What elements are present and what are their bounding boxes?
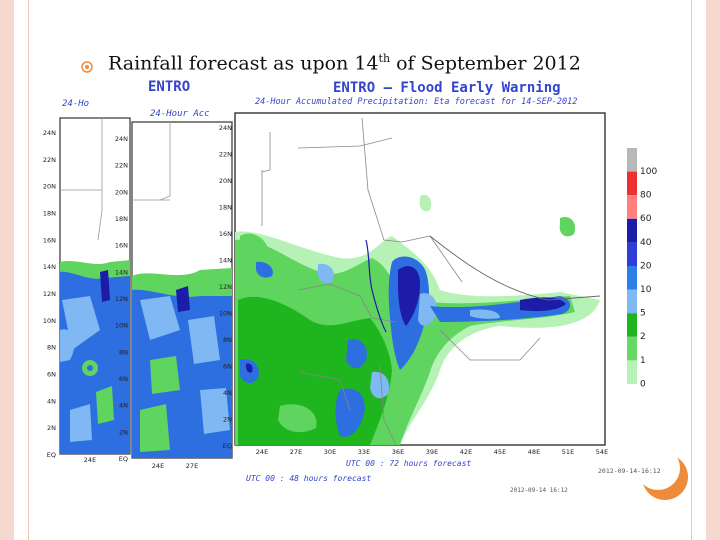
legend-swatch [627, 313, 637, 337]
map-front-footer: UTC 00 : 72 hours forecast [346, 459, 471, 468]
decorative-circle-inner [636, 446, 680, 490]
map-back-footer: UTC 00 : 48 hours forecast [246, 474, 371, 483]
legend-label: 40 [640, 238, 652, 248]
map-back-2-lon-tick: 24E [84, 456, 96, 464]
map-front-lon-tick: 42E [460, 448, 472, 456]
map-back-1-lat-tick: 14N [115, 268, 128, 276]
map-back-1-lat-tick: 24N [115, 135, 128, 143]
legend-label: 0 [640, 379, 646, 389]
map-back-1-lat-tick: 8N [119, 348, 128, 356]
map-front-lon-axis: 24E 27E 30E 33E 36E 39E 42E 45E 48E 51E 54E [256, 448, 608, 456]
legend-swatch [627, 266, 637, 290]
legend-swatch [627, 360, 637, 384]
map-back-1-lat-tick: 2N [119, 428, 128, 436]
map-back-1-lat-tick: 20N [115, 188, 128, 196]
map-front-lat-tick: 2N [223, 416, 232, 424]
map-back-date-stamp: 2012-09-14 16:12 [510, 487, 568, 494]
map-front-lat-tick: 20N [219, 177, 232, 185]
map-back-1-lon-tick: 27E [186, 462, 198, 470]
map-front-lon-tick: 51E [562, 448, 574, 456]
map-front-lat-tick: 10N [219, 310, 232, 318]
legend-swatch [627, 218, 637, 243]
slide-border-right [706, 0, 720, 540]
forecast-map-back-2: 24-Ho 24N 22N 20N 18N 16N 14N 12N 10N 8N 6N 4N 2N EQ… [43, 99, 131, 464]
map-front-lat-tick: 4N [223, 389, 232, 397]
map-back-2-lat-tick: 4N [47, 397, 56, 405]
map-front-lon-tick: 27E [290, 448, 302, 456]
legend-label: 2 [640, 332, 646, 342]
map-back-2-lat-tick: 22N [43, 156, 56, 164]
map-back-1-lat-tick: 18N [115, 215, 128, 223]
map-back-2-lat-tick: 2N [47, 424, 56, 432]
map-back-2-lat-tick: 18N [43, 210, 56, 218]
legend-label: 5 [640, 309, 646, 319]
map-back-2-lat-tick: 10N [43, 317, 56, 325]
legend-swatch [627, 336, 637, 361]
map-front-date-stamp: 2012-09-14-16:12 [598, 467, 661, 475]
map-front-lon-tick: 30E [324, 448, 336, 456]
map-back-2-subtitle: 24-Ho [62, 99, 89, 109]
map-front-subtitle: 24-Hour Accumulated Precipitation: Eta f… [255, 97, 577, 107]
map-front-lon-tick: 36E [392, 448, 404, 456]
slide-frame [28, 0, 692, 540]
map-back-2-lat-tick: 16N [43, 236, 56, 244]
map-front-lat-tick: EQ [223, 442, 232, 450]
legend-swatch [627, 289, 637, 314]
map-front-lat-tick: 8N [223, 336, 232, 344]
legend-label: 60 [640, 214, 652, 224]
map-front-lat-axis: 24N 22N 20N 18N 16N 14N 12N 10N 8N 6N 4N 2N EQ [219, 124, 232, 450]
map-back-1-lat-tick: 22N [115, 162, 128, 170]
map-back-2-lat-tick: 14N [43, 263, 56, 271]
legend-swatch [627, 242, 637, 266]
map-front-lat-tick: 22N [219, 151, 232, 159]
map-back-1-lat-tick: 16N [115, 242, 128, 250]
map-front-lon-tick: 45E [494, 448, 506, 456]
map-front-lat-tick: 18N [219, 204, 232, 212]
map-back-2-lat-tick: 6N [47, 371, 56, 379]
map-front-lat-tick: 24N [219, 124, 232, 132]
map-back-1-lat-tick: EQ [119, 455, 128, 463]
map-back-1-lon-tick: 24E [152, 462, 164, 470]
legend-swatch [627, 195, 637, 219]
legend-label: 1 [640, 356, 646, 366]
legend-swatch [627, 171, 637, 196]
map-back-1-lat-axis: 24N 22N 20N 18N 16N 14N 12N 10N 8N 6N 4N 2N EQ [115, 135, 128, 463]
legend-label: 20 [640, 261, 652, 271]
map-front-lon-tick: 24E [256, 448, 268, 456]
map-back-1-subtitle: 24-Hour Acc [150, 109, 210, 119]
map-front-lat-tick: 6N [223, 363, 232, 371]
legend-label: 10 [640, 285, 652, 295]
map-front-header: ENTRO – Flood Early Warning [333, 80, 561, 96]
map-front-lon-tick: 54E [596, 448, 608, 456]
map-back-2-lat-tick: 8N [47, 344, 56, 352]
legend-label: 100 [640, 167, 657, 177]
map-front-lat-tick: 12N [219, 283, 232, 291]
map-back-1-lat-tick: 6N [119, 375, 128, 383]
map-front-lon-tick: 33E [358, 448, 370, 456]
legend-label: 80 [640, 191, 652, 201]
map-back-1-lat-tick: 10N [115, 322, 128, 330]
map-back-2-lat-axis: 24N 22N 20N 18N 16N 14N 12N 10N 8N 6N 4N 2N EQ [43, 129, 56, 459]
map-back-2-lat-tick: 12N [43, 290, 56, 298]
map-back-2-lat-tick: 24N [43, 129, 56, 137]
forecast-map-back-1: ENTRO 24-Hour Acc 24N 22N 20N 18N 16N 14N 12N 1… [115, 79, 233, 470]
legend-swatch [627, 148, 637, 172]
bullet-icon [81, 61, 93, 73]
map-back-1-lon-axis: 24E 27E [152, 462, 198, 470]
map-front-lat-tick: 14N [219, 257, 232, 265]
map-back-1-lat-tick: 12N [115, 295, 128, 303]
map-front-lat-tick: 16N [219, 230, 232, 238]
map-back-2-lat-tick: 20N [43, 183, 56, 191]
map-back-2-lon-axis: 24E [84, 456, 96, 464]
slide-border-left [0, 0, 14, 540]
slide-title: Rainfall forecast as upon 14th of Septem… [108, 52, 581, 75]
map-front-lon-tick: 39E [426, 448, 438, 456]
forecast-map-front: ENTRO – Flood Early Warning 24-Hour Accu… [219, 80, 661, 494]
map-front-lon-tick: 48E [528, 448, 540, 456]
map-back-1-lat-tick: 4N [119, 402, 128, 410]
map-back-1-header: ENTRO [148, 79, 190, 95]
map-back-2-lat-tick: EQ [47, 451, 56, 459]
